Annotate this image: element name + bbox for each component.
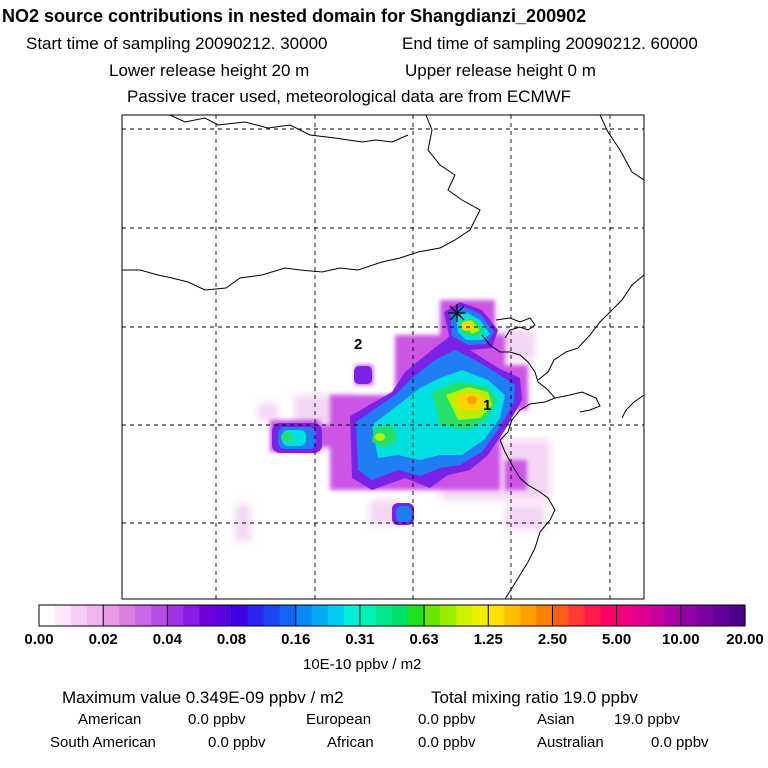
american-value: 0.0 ppbv xyxy=(188,711,246,728)
colorbar-cell xyxy=(71,605,88,626)
marker-1: 1 xyxy=(483,397,491,414)
colorbar-cell xyxy=(696,605,714,626)
end-time-label: End time of sampling 20090212. 60000 xyxy=(402,34,698,53)
colorbar-cell xyxy=(648,605,666,626)
colorbar-tick-label: 2.50 xyxy=(537,631,568,648)
colorbar-tick-label: 5.00 xyxy=(602,631,632,648)
colorbar-cell xyxy=(680,605,698,626)
tracer-label: Passive tracer used, meteorological data… xyxy=(127,87,572,106)
colorbar-cell xyxy=(151,605,168,626)
colorbar-cell xyxy=(728,605,746,626)
african-value: 0.0 ppbv xyxy=(418,734,476,751)
colorbar-cell xyxy=(327,605,345,626)
colorbar-cell xyxy=(552,605,570,626)
colorbar-tick-label: 0.63 xyxy=(409,631,439,648)
colorbar-tick-label: 0.02 xyxy=(88,631,118,648)
south-american-label: South American xyxy=(50,734,156,751)
asian-value: 19.0 ppbv xyxy=(614,711,680,728)
colorbar-cell xyxy=(408,605,425,626)
plume-orange xyxy=(467,396,477,404)
african-label: African xyxy=(327,734,374,751)
colorbar-tick-label: 20.00 xyxy=(726,631,764,648)
total-mixing-label: Total mixing ratio 19.0 ppbv xyxy=(431,688,638,707)
colorbar-cell xyxy=(375,605,393,626)
colorbar-cell xyxy=(504,605,521,626)
upper-release-label: Upper release height 0 m xyxy=(405,61,596,80)
page-title: NO2 source contributions in nested domai… xyxy=(2,6,587,26)
colorbar-cell xyxy=(279,605,297,626)
start-time-label: Start time of sampling 20090212. 30000 xyxy=(26,34,328,53)
colorbar-cell xyxy=(664,605,682,626)
colorbar-cell xyxy=(39,605,56,626)
colorbar-cell xyxy=(55,605,72,626)
colorbar-cell xyxy=(488,605,505,626)
colorbar-cell xyxy=(616,605,634,626)
colorbar-cell xyxy=(568,605,586,626)
colorbar-cell xyxy=(247,605,265,626)
colorbar-tick-label: 0.08 xyxy=(216,631,247,648)
colorbar-cell xyxy=(584,605,602,626)
colorbar-cell xyxy=(263,605,281,626)
colorbar-cell xyxy=(231,605,249,626)
colorbar-cell xyxy=(392,605,409,626)
colorbar-cell xyxy=(472,605,489,626)
colorbar-border xyxy=(38,604,746,627)
map-frame xyxy=(121,114,645,600)
american-label: American xyxy=(78,711,142,728)
colorbar-tick-label: 0.31 xyxy=(345,631,375,648)
asian-label: Asian xyxy=(537,711,575,728)
colorbar-cell xyxy=(199,605,217,626)
colorbar-cell xyxy=(712,605,730,626)
max-value-label: Maximum value 0.349E-09 ppbv / m2 xyxy=(62,688,344,707)
colorbar-cell xyxy=(215,605,233,626)
colorbar-cell xyxy=(536,605,554,626)
european-label: European xyxy=(306,711,372,728)
colorbar-cell xyxy=(359,605,377,626)
colorbar-cell xyxy=(424,605,441,626)
colorbar-tick-label: 0.16 xyxy=(281,631,311,648)
marker-2: 2 xyxy=(354,336,362,353)
australian-label: Australian xyxy=(537,734,604,751)
colorbar-cell xyxy=(119,605,136,626)
australian-value: 0.0 ppbv xyxy=(651,734,709,751)
colorbar-cell xyxy=(167,605,185,626)
lat-lon-grid xyxy=(122,115,644,599)
colorbar-cell xyxy=(87,605,104,626)
colorbar-cell xyxy=(520,605,538,626)
colorbar-cell xyxy=(456,605,473,626)
european-value: 0.0 ppbv xyxy=(418,711,476,728)
colorbar-tick-label: 10.00 xyxy=(662,631,700,648)
colorbar-tick-label: 0.04 xyxy=(152,631,182,648)
star-marker xyxy=(448,304,466,322)
colorbar-cell xyxy=(600,605,618,626)
colorbar-tick-label: 1.25 xyxy=(473,631,503,648)
colorbar-cell xyxy=(103,605,120,626)
colorbar-cell xyxy=(311,605,329,626)
colorbar-cell xyxy=(632,605,650,626)
colorbar-cell xyxy=(343,605,361,626)
colorbar-cell xyxy=(135,605,152,626)
colorbar xyxy=(38,604,746,627)
south-american-value: 0.0 ppbv xyxy=(208,734,266,751)
colorbar-cell xyxy=(440,605,457,626)
colorbar-unit: 10E-10 ppbv / m2 xyxy=(303,656,422,673)
coastlines xyxy=(122,115,644,599)
lower-release-label: Lower release height 20 m xyxy=(109,61,310,80)
colorbar-tick-label: 0.00 xyxy=(24,631,54,648)
colorbar-cell xyxy=(183,605,201,626)
colorbar-cell xyxy=(295,605,313,626)
plume-layer xyxy=(235,300,550,541)
